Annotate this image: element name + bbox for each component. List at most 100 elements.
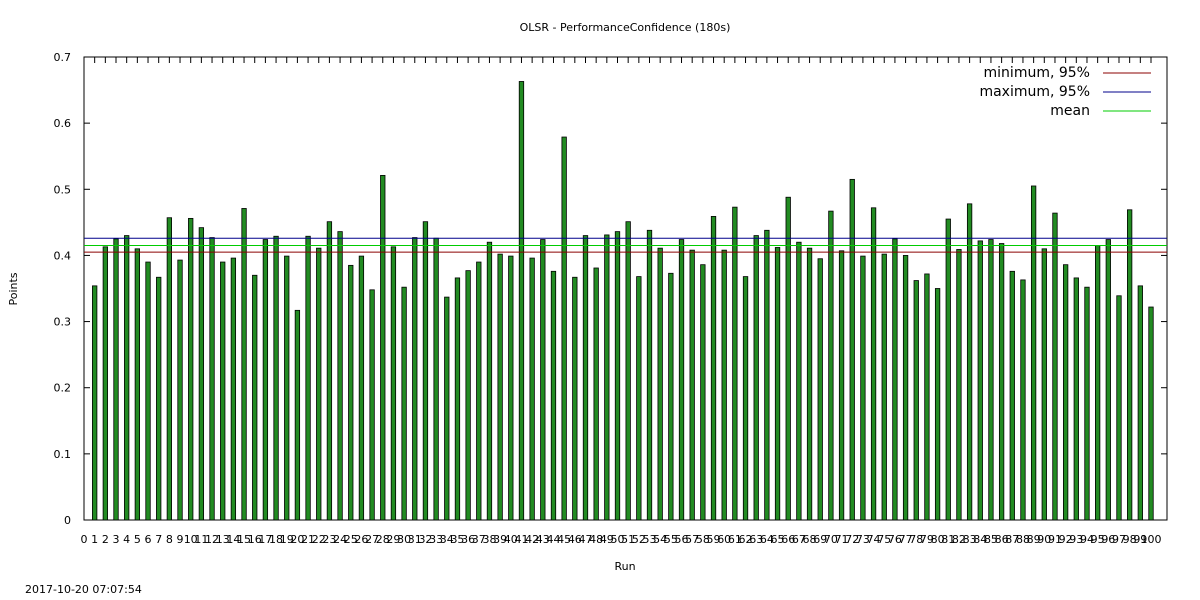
bar	[273, 235, 279, 521]
bar	[230, 257, 237, 521]
x-tick-label: 9	[177, 533, 184, 546]
x-tick-label: 62	[739, 533, 753, 546]
bar	[550, 270, 557, 521]
x-tick-label: 82	[952, 533, 966, 546]
x-tick-label: 27	[365, 533, 379, 546]
x-tick-label: 73	[856, 533, 870, 546]
x-tick-label: 30	[397, 533, 411, 546]
x-tick-label: 58	[696, 533, 710, 546]
bar	[710, 216, 717, 521]
bar	[860, 255, 866, 521]
x-tick-label: 87	[1005, 533, 1019, 546]
bar	[1062, 264, 1069, 521]
x-tick-label: 19	[280, 533, 294, 546]
bar	[166, 217, 173, 521]
bar	[294, 309, 301, 521]
bar	[966, 203, 973, 521]
bar	[892, 238, 898, 521]
bar	[476, 261, 482, 521]
x-tick-label: 37	[472, 533, 486, 546]
x-tick-label: 59	[707, 533, 721, 546]
bar	[625, 221, 631, 521]
bar	[1148, 306, 1154, 521]
bar	[518, 81, 525, 521]
x-tick-label: 95	[1091, 533, 1105, 546]
x-tick-label: 14	[226, 533, 240, 546]
bar	[593, 267, 599, 521]
x-tick-label: 28	[376, 533, 390, 546]
x-tick-label: 50	[610, 533, 624, 546]
y-tick-label: 0.1	[54, 448, 72, 461]
y-tick-label: 0.4	[54, 249, 72, 262]
bar	[369, 289, 375, 521]
bar	[540, 239, 546, 521]
x-tick-label: 80	[931, 533, 945, 546]
bar	[444, 296, 450, 521]
x-tick-label: 56	[675, 533, 689, 546]
x-tick-label: 65	[771, 533, 785, 546]
bar	[1137, 285, 1143, 521]
x-tick-label: 26	[354, 533, 368, 546]
x-tick-label: 88	[1016, 533, 1030, 546]
legend: minimum, 95% maximum, 95% mean	[979, 65, 1151, 119]
bar	[1030, 185, 1037, 521]
x-tick-label: 39	[493, 533, 507, 546]
x-tick-label: 45	[557, 533, 571, 546]
y-axis-ticks: 0 0.1 0.2 0.3 0.4 0.5 0.6 0.7	[54, 51, 1167, 527]
bar	[572, 276, 578, 521]
bar	[689, 249, 695, 521]
x-tick-label: 4	[123, 533, 130, 546]
x-tick-label: 77	[899, 533, 913, 546]
x-tick-label: 17	[258, 533, 272, 546]
x-tick-label: 7	[155, 533, 162, 546]
bar	[1009, 270, 1015, 521]
x-tick-label: 83	[963, 533, 977, 546]
bar	[422, 221, 429, 521]
bar	[870, 207, 877, 521]
bar	[668, 272, 674, 521]
x-tick-label: 89	[1027, 533, 1041, 546]
bar	[529, 257, 535, 521]
x-tick-label: 57	[685, 533, 699, 546]
x-tick-label: 55	[664, 533, 678, 546]
x-tick-label: 20	[290, 533, 304, 546]
x-tick-label: 25	[344, 533, 358, 546]
x-tick-label: 35	[450, 533, 464, 546]
bar	[742, 276, 749, 521]
x-tick-label: 94	[1080, 533, 1094, 546]
x-tick-label: 29	[386, 533, 400, 546]
x-tick-label: 6	[145, 533, 152, 546]
bar	[465, 270, 471, 521]
bar	[582, 235, 589, 521]
bar	[988, 239, 994, 521]
y-tick-label: 0.3	[54, 316, 72, 329]
x-tick-label: 93	[1069, 533, 1083, 546]
x-tick-label: 46	[568, 533, 582, 546]
timestamp: 2017-10-20 07:07:54	[25, 583, 142, 596]
bar	[881, 253, 887, 521]
bar	[262, 239, 269, 521]
bar	[796, 241, 802, 521]
bar	[732, 206, 738, 521]
bars	[92, 81, 1154, 521]
bar	[806, 247, 813, 521]
bar	[433, 237, 439, 521]
x-tick-label: 43	[536, 533, 550, 546]
bar	[401, 286, 407, 521]
x-tick-label: 18	[269, 533, 283, 546]
bar	[1127, 209, 1133, 521]
bar	[305, 235, 311, 521]
x-tick-label: 69	[813, 533, 827, 546]
bar	[956, 249, 962, 521]
bar	[497, 253, 503, 521]
x-tick-label: 51	[621, 533, 635, 546]
x-tick-label: 11	[194, 533, 208, 546]
bar	[177, 259, 183, 521]
y-tick-label: 0.2	[54, 382, 72, 395]
legend-label: maximum, 95%	[979, 84, 1090, 100]
bar	[316, 247, 322, 521]
bar	[198, 227, 205, 521]
x-tick-label: 52	[632, 533, 646, 546]
bar	[380, 174, 386, 521]
bar	[390, 246, 397, 521]
